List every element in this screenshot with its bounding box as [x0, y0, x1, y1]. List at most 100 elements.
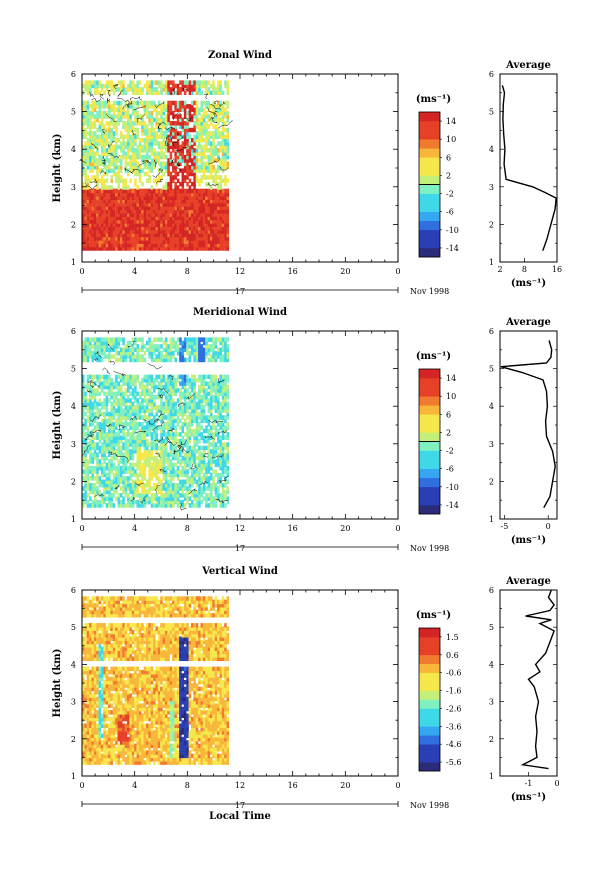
- heatmap-cell: [100, 131, 104, 136]
- heatmap-cell: [115, 449, 118, 454]
- heatmap-cell: [98, 141, 102, 146]
- heatmap-cell: [224, 151, 227, 156]
- heatmap-cell: [186, 168, 189, 173]
- heatmap-cell: [160, 445, 163, 451]
- heatmap-cell: [93, 124, 97, 129]
- heatmap-cell: [195, 442, 199, 447]
- heatmap-cell: [200, 486, 203, 491]
- heatmap-cell: [100, 337, 104, 342]
- heatmap-cell: [183, 391, 187, 397]
- heatmap-cell: [124, 466, 128, 471]
- heatmap-cell: [93, 161, 97, 167]
- heatmap-cell: [117, 114, 121, 119]
- heatmap-cell: [193, 198, 196, 204]
- heatmap-cell: [179, 195, 182, 200]
- contour-line: [164, 438, 172, 446]
- heatmap-cell: [89, 239, 92, 244]
- heatmap-cell: [200, 350, 203, 356]
- heatmap-cell: [89, 90, 92, 96]
- heatmap-cell: [221, 212, 225, 217]
- heatmap-cell: [93, 202, 97, 207]
- heatmap-cell: [143, 469, 147, 474]
- heatmap-cell: [212, 209, 215, 214]
- heatmap-cell: [138, 148, 142, 153]
- heatmap-cell: [136, 499, 140, 505]
- heatmap-cell: [91, 229, 94, 234]
- heatmap-cell: [127, 466, 130, 471]
- heatmap-cell: [179, 405, 182, 410]
- heatmap-cell: [202, 236, 206, 241]
- heatmap-cell: [191, 107, 194, 112]
- heatmap-cell: [217, 195, 220, 200]
- heatmap-cell: [181, 219, 185, 224]
- heatmap-cell: [98, 229, 102, 234]
- heatmap-cell: [202, 222, 206, 228]
- heatmap-cell: [174, 195, 177, 200]
- heatmap-cell: [129, 124, 132, 129]
- heatmap-cell: [164, 476, 168, 481]
- heatmap-cell: [186, 452, 189, 457]
- heatmap-cell: [131, 205, 135, 211]
- heatmap-cell: [198, 425, 201, 430]
- heatmap-cell: [191, 459, 194, 464]
- heatmap-cell: [145, 171, 149, 177]
- heatmap-cell: [191, 127, 194, 133]
- heatmap-cell: [122, 225, 125, 231]
- heatmap-cell: [181, 354, 185, 359]
- heatmap-cell: [219, 219, 222, 224]
- heatmap-cell: [214, 340, 218, 346]
- heatmap-cell: [188, 462, 192, 468]
- heatmap-cell: [212, 246, 215, 251]
- heatmap-cell: [153, 100, 156, 106]
- heatmap-cell: [179, 154, 182, 160]
- heatmap-cell: [98, 188, 102, 194]
- heatmap-cell: [129, 236, 132, 241]
- heatmap-cell: [205, 225, 208, 231]
- heatmap-cell: [217, 219, 220, 224]
- heatmap-cell: [186, 422, 189, 427]
- heatmap-cell: [86, 87, 90, 92]
- heatmap-cell: [209, 384, 213, 390]
- heatmap-cell: [119, 168, 123, 173]
- contour-line: [116, 90, 123, 97]
- heatmap-cell: [202, 459, 206, 464]
- heatmap-cell: [198, 405, 201, 410]
- heatmap-cell: [136, 215, 140, 221]
- heatmap-cell: [191, 422, 194, 427]
- heatmap-cell: [186, 222, 189, 228]
- heatmap-cell: [157, 225, 161, 231]
- heatmap-cell: [212, 225, 215, 231]
- heatmap-cell: [200, 137, 203, 143]
- heatmap-cell: [209, 459, 213, 464]
- heatmap-cell: [143, 442, 147, 447]
- heatmap-cell: [117, 350, 121, 356]
- colorbar-swatch: [419, 121, 440, 131]
- heatmap-cell: [117, 87, 121, 92]
- heatmap-cell: [141, 121, 144, 126]
- heatmap-cell: [117, 503, 121, 508]
- heatmap-cell: [205, 168, 208, 173]
- heatmap-cell: [86, 418, 90, 424]
- heatmap-cell: [226, 452, 230, 457]
- heatmap-cell: [86, 110, 90, 116]
- heatmap-cell: [96, 168, 99, 173]
- heatmap-cell: [214, 391, 218, 397]
- heatmap-cell: [219, 87, 222, 92]
- heatmap-cell: [103, 195, 106, 200]
- heatmap-cell: [124, 422, 128, 427]
- heatmap-cell: [160, 222, 163, 228]
- heatmap-cell: [138, 137, 142, 143]
- heatmap-cell: [157, 357, 161, 363]
- heatmap-cell: [221, 459, 225, 464]
- heatmap-cell: [191, 384, 194, 390]
- heatmap-cell: [112, 124, 116, 129]
- heatmap-cell: [112, 215, 116, 221]
- heatmap-cell: [200, 158, 203, 163]
- heatmap-cell: [172, 388, 175, 393]
- heatmap-cell: [167, 432, 170, 437]
- heatmap-cell: [162, 246, 166, 251]
- heatmap-cell: [110, 347, 113, 353]
- heatmap-cell: [119, 337, 123, 342]
- heatmap-cell: [91, 445, 94, 451]
